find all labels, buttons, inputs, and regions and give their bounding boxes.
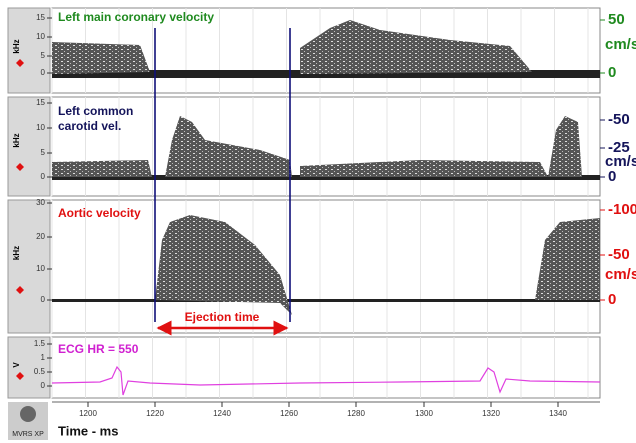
x-tick-label: 1320 <box>482 409 500 418</box>
right-unit: cm/s <box>605 36 636 53</box>
side-strip <box>7 336 51 399</box>
left-tick-label: 10 <box>36 264 45 273</box>
left-tick-label: 1.5 <box>34 339 46 348</box>
x-tick-label: 1220 <box>146 409 164 418</box>
doppler-traces <box>51 20 601 396</box>
left-tick-label: 10 <box>36 32 45 41</box>
left-tick-label: 5 <box>41 148 46 157</box>
left-axis-label: kHz <box>12 39 21 53</box>
panel-title: ECG HR = 550 <box>58 342 139 356</box>
right-tick-label: 0 <box>608 64 616 81</box>
left-tick-label: 0 <box>41 172 46 181</box>
marker-diamond <box>16 372 24 380</box>
right-tick-label: 0 <box>608 168 616 185</box>
left-tick-label: 10 <box>36 123 45 132</box>
x-tick-label: 1340 <box>549 409 567 418</box>
panel-title: Aortic velocity <box>58 206 141 220</box>
x-tick-label: 1200 <box>79 409 97 418</box>
right-tick-label: -100 <box>608 201 636 218</box>
side-strip <box>7 96 51 197</box>
panel-title: Left main coronary velocity <box>58 10 214 24</box>
right-unit: cm/s <box>605 266 636 283</box>
right-unit: cm/s <box>605 153 636 170</box>
left-axis-label: kHz <box>12 133 21 147</box>
x-tick-label: 1240 <box>213 409 231 418</box>
plot-area <box>51 336 601 399</box>
left-tick-label: 1 <box>41 353 46 362</box>
left-tick-label: 5 <box>41 51 46 60</box>
x-tick-label: 1260 <box>280 409 298 418</box>
left-tick-label: 0 <box>41 381 46 390</box>
x-tick-label: 1300 <box>415 409 433 418</box>
right-tick-label: 50 <box>608 11 625 28</box>
marker-diamond <box>16 163 24 171</box>
side-strip <box>7 7 51 94</box>
annotation: Ejection time <box>185 310 260 324</box>
panel-title: carotid vel. <box>58 119 121 133</box>
logo-icon <box>20 406 36 422</box>
x-axis-label: Time - ms <box>58 423 118 438</box>
right-tick-label: -50 <box>608 111 630 128</box>
right-tick-label: -50 <box>608 246 630 263</box>
marker-diamond <box>16 59 24 67</box>
x-tick-label: 1280 <box>347 409 365 418</box>
left-tick-label: 0 <box>41 295 46 304</box>
side-strip <box>7 199 51 334</box>
left-tick-label: 30 <box>36 198 45 207</box>
plot-area <box>51 199 601 334</box>
plot-area <box>51 96 601 197</box>
logo-text: MVRS XP <box>12 431 44 438</box>
right-tick-label: 0 <box>608 291 616 308</box>
left-tick-label: 0.5 <box>34 367 46 376</box>
panel-title: Left common <box>58 104 133 118</box>
left-axis-label: V <box>12 362 21 368</box>
marker-diamond <box>16 286 24 294</box>
left-tick-label: 15 <box>36 98 45 107</box>
left-tick-label: 20 <box>36 232 45 241</box>
right-tick-label: -25 <box>608 139 630 156</box>
left-tick-label: 15 <box>36 13 45 22</box>
left-tick-label: 0 <box>41 68 46 77</box>
left-axis-label: kHz <box>12 246 21 260</box>
